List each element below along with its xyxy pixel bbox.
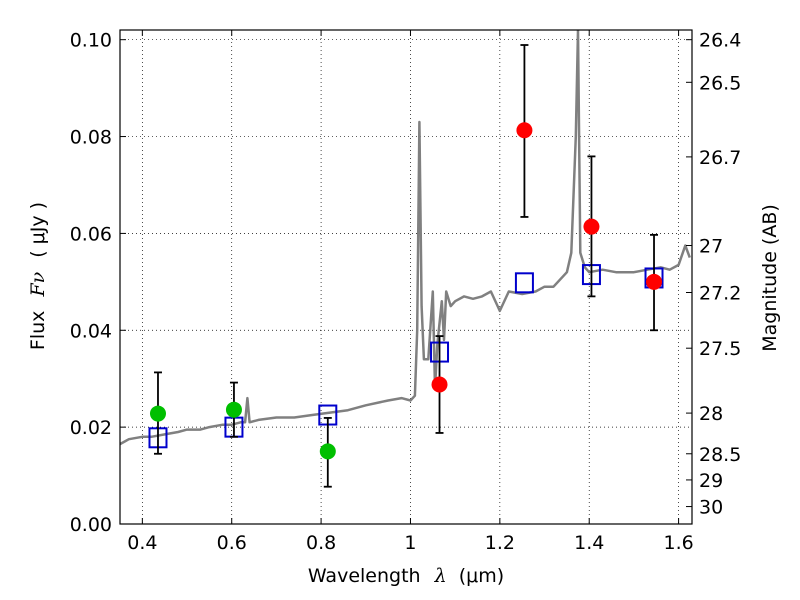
x-tick-label: 1.4 xyxy=(574,532,604,554)
x-tick-label: 1 xyxy=(404,532,416,554)
y-tick-label: 0.10 xyxy=(70,30,112,52)
nir-detection-point xyxy=(583,218,600,235)
x-tick-label: 0.4 xyxy=(127,532,157,554)
optical-detection-point xyxy=(149,405,166,422)
y2-tick-label: 26.4 xyxy=(699,30,741,52)
y2-axis-label: Magnitude (AB) xyxy=(759,204,781,352)
y2-tick-label: 27.5 xyxy=(699,338,741,360)
x-tick-label: 0.8 xyxy=(306,532,336,554)
y-tick-label: 0.04 xyxy=(70,320,112,342)
y-axis-label-prefix: Flux xyxy=(27,311,49,351)
x-tick-label: 0.6 xyxy=(217,532,247,554)
y2-tick-label: 27 xyxy=(699,236,723,258)
y2-tick-label: 26.7 xyxy=(699,147,741,169)
optical-detection-point xyxy=(225,401,242,418)
x-tick-label: 1.2 xyxy=(485,532,515,554)
y-axis-label-symbol: Fν xyxy=(27,271,49,297)
y2-tick-label: 29 xyxy=(699,470,723,492)
y-axis-label: Flux Fν ( μJy ) xyxy=(27,202,49,350)
y-axis-label-unit: ( μJy ) xyxy=(27,202,49,258)
y2-tick-label: 27.2 xyxy=(699,282,741,304)
y2-tick-label: 28.5 xyxy=(699,444,741,466)
optical-detection-point xyxy=(319,443,336,460)
plot-area xyxy=(120,30,691,488)
x-axis-label-prefix: Wavelength xyxy=(308,565,421,587)
x-axis-label-unit: (μm) xyxy=(459,565,504,587)
y2-tick-label: 26.5 xyxy=(699,72,741,94)
x-tick-label: 1.6 xyxy=(663,532,693,554)
nir-detection-point xyxy=(431,376,448,393)
nir-detection-point xyxy=(516,122,533,139)
nir-detection-point xyxy=(646,273,663,290)
y2-tick-label: 28 xyxy=(699,403,723,425)
x-axis-label: Wavelength λ (μm) xyxy=(308,565,504,587)
plot-frame xyxy=(119,29,693,525)
x-axis-label-symbol: λ xyxy=(434,565,447,587)
y-tick-label: 0.06 xyxy=(70,223,112,245)
y-tick-label: 0.08 xyxy=(70,127,112,149)
plot-background xyxy=(120,30,692,524)
y2-tick-label: 30 xyxy=(699,497,723,519)
model-point xyxy=(514,272,534,294)
y-tick-label: 0.02 xyxy=(70,417,112,439)
y-tick-label: 0.00 xyxy=(70,514,112,536)
axis-ticks: 0.4 0.6 0.8 1 1.2 1.4 1.6 0.00 0.02 0.04 0.06 0.08 0… xyxy=(70,30,742,554)
data-layer xyxy=(120,30,691,488)
